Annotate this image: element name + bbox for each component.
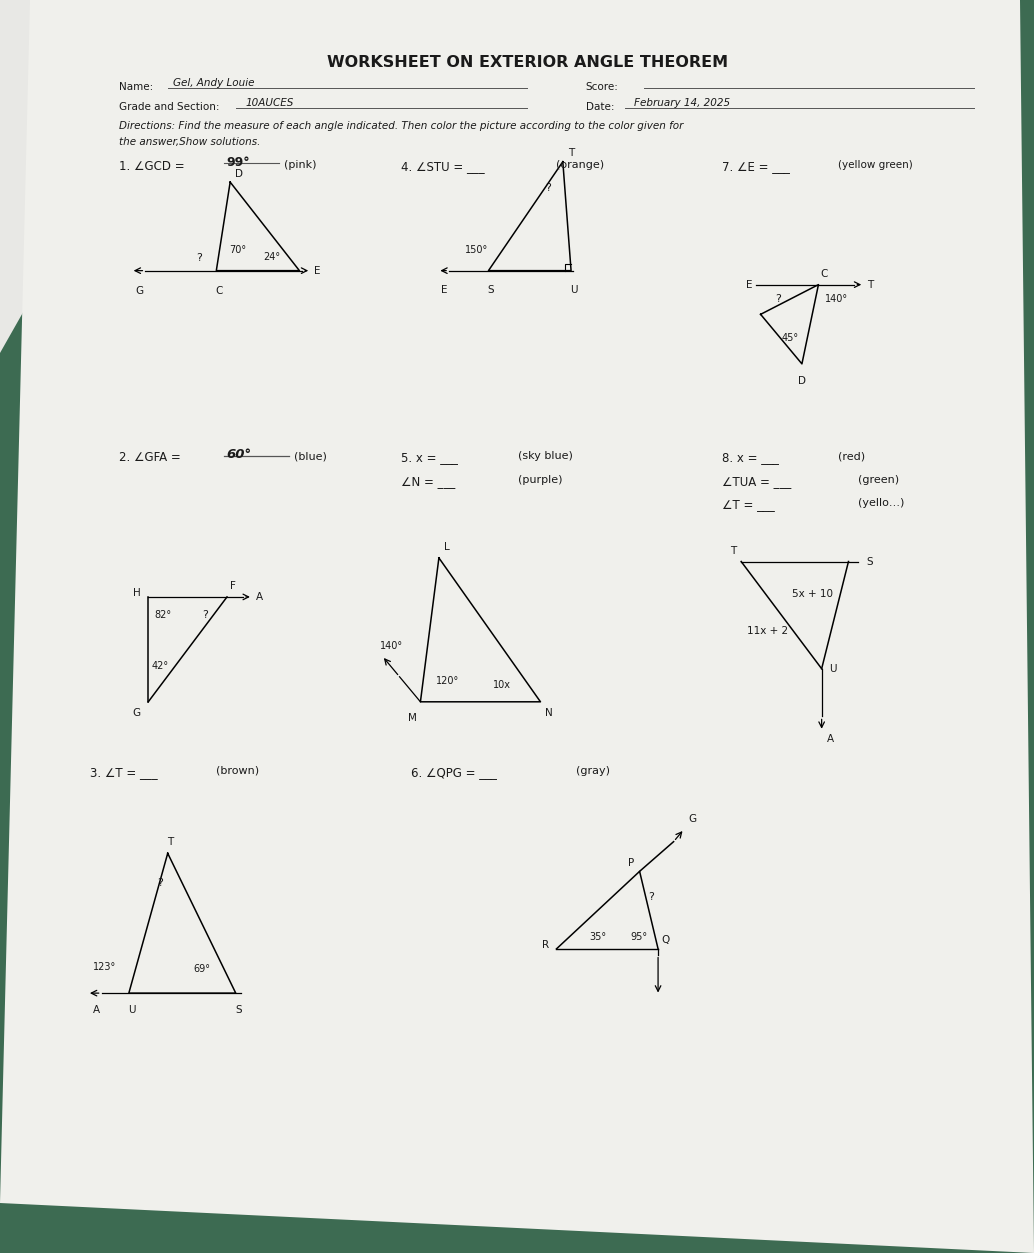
Text: February 14, 2025: February 14, 2025 (634, 98, 730, 108)
Text: A: A (93, 1005, 100, 1015)
Text: ∠N = ___: ∠N = ___ (401, 475, 455, 487)
Text: ?: ? (157, 878, 163, 888)
Text: Q: Q (661, 935, 669, 945)
Text: ?: ? (203, 610, 209, 620)
Text: H: H (132, 589, 141, 599)
Text: 95°: 95° (630, 931, 647, 941)
Text: R: R (542, 940, 549, 950)
Text: (orange): (orange) (556, 160, 605, 170)
Text: 120°: 120° (436, 677, 459, 687)
Text: 60°: 60° (226, 447, 251, 461)
Text: 140°: 140° (379, 642, 403, 652)
Text: G: G (132, 708, 141, 718)
Text: ∠TUA = ___: ∠TUA = ___ (722, 475, 791, 487)
Text: E: E (440, 284, 448, 294)
Text: T: T (730, 545, 736, 555)
Text: T: T (868, 279, 874, 289)
Text: G: G (689, 814, 696, 824)
Text: 82°: 82° (154, 610, 172, 620)
Text: ?: ? (648, 892, 655, 902)
Text: Grade and Section:: Grade and Section: (119, 101, 219, 112)
Text: 45°: 45° (782, 332, 799, 342)
Text: Name:: Name: (119, 81, 153, 91)
Text: C: C (215, 286, 223, 296)
Text: U: U (570, 284, 578, 294)
Text: 7. ∠E = ___: 7. ∠E = ___ (722, 160, 790, 173)
Text: (yello…): (yello…) (858, 497, 904, 507)
Text: 150°: 150° (464, 246, 488, 256)
Text: T: T (168, 837, 174, 847)
Text: the answer,Show solutions.: the answer,Show solutions. (119, 137, 261, 147)
Text: 6. ∠QPG = ___: 6. ∠QPG = ___ (410, 766, 496, 779)
Text: S: S (236, 1005, 242, 1015)
Text: D: D (235, 169, 243, 179)
Polygon shape (0, 0, 200, 353)
Text: G: G (135, 286, 144, 296)
Text: T: T (568, 148, 574, 158)
Text: (brown): (brown) (216, 766, 260, 776)
Text: A: A (826, 734, 833, 744)
Text: Date:: Date: (585, 101, 614, 112)
Text: (sky blue): (sky blue) (518, 451, 573, 461)
Text: Directions: Find the measure of each angle indicated. Then color the picture acc: Directions: Find the measure of each ang… (119, 122, 683, 132)
Text: 10AUCES: 10AUCES (245, 98, 294, 108)
Text: (pink): (pink) (284, 160, 316, 170)
Text: ?: ? (545, 183, 551, 193)
Text: N: N (545, 708, 553, 718)
Text: 99°: 99° (226, 157, 249, 169)
Text: 8. x = ___: 8. x = ___ (722, 451, 779, 465)
Text: S: S (865, 556, 873, 566)
Text: 4. ∠STU = ___: 4. ∠STU = ___ (401, 160, 485, 173)
Text: 35°: 35° (589, 931, 607, 941)
Text: 42°: 42° (151, 662, 169, 672)
Text: 11x + 2: 11x + 2 (747, 626, 788, 637)
Text: 5x + 10: 5x + 10 (792, 589, 833, 599)
Text: 69°: 69° (193, 964, 210, 974)
Text: (gray): (gray) (576, 766, 610, 776)
Text: WORKSHEET ON EXTERIOR ANGLE THEOREM: WORKSHEET ON EXTERIOR ANGLE THEOREM (327, 55, 728, 70)
Text: 24°: 24° (264, 252, 281, 262)
Text: F: F (230, 581, 236, 591)
Text: C: C (820, 269, 828, 279)
Text: Score:: Score: (585, 81, 618, 91)
Text: U: U (829, 664, 837, 674)
Text: ∠T = ___: ∠T = ___ (722, 497, 774, 511)
Text: (green): (green) (858, 475, 899, 485)
Text: U: U (128, 1005, 135, 1015)
Text: P: P (629, 858, 635, 868)
Text: 1. ∠GCD =: 1. ∠GCD = (119, 160, 188, 173)
Text: 140°: 140° (825, 294, 849, 304)
Text: E: E (314, 266, 321, 276)
Text: Gel, Andy Louie: Gel, Andy Louie (173, 79, 254, 89)
Text: (red): (red) (839, 451, 865, 461)
Text: ?: ? (776, 294, 781, 304)
Text: D: D (798, 376, 805, 386)
Text: 5. x = ___: 5. x = ___ (401, 451, 458, 465)
Text: (yellow green): (yellow green) (839, 160, 913, 170)
Text: 3. ∠T = ___: 3. ∠T = ___ (90, 766, 157, 779)
Text: (purple): (purple) (518, 475, 562, 485)
Text: ?: ? (195, 253, 202, 263)
Text: A: A (255, 591, 263, 601)
Text: 70°: 70° (230, 246, 246, 256)
Text: S: S (487, 284, 493, 294)
Text: 2. ∠GFA =: 2. ∠GFA = (119, 451, 185, 465)
Text: M: M (408, 713, 417, 723)
Text: E: E (747, 279, 753, 289)
Text: 10x: 10x (492, 680, 511, 690)
Text: (blue): (blue) (294, 451, 327, 461)
Text: 123°: 123° (93, 962, 116, 972)
Text: L: L (444, 543, 450, 553)
